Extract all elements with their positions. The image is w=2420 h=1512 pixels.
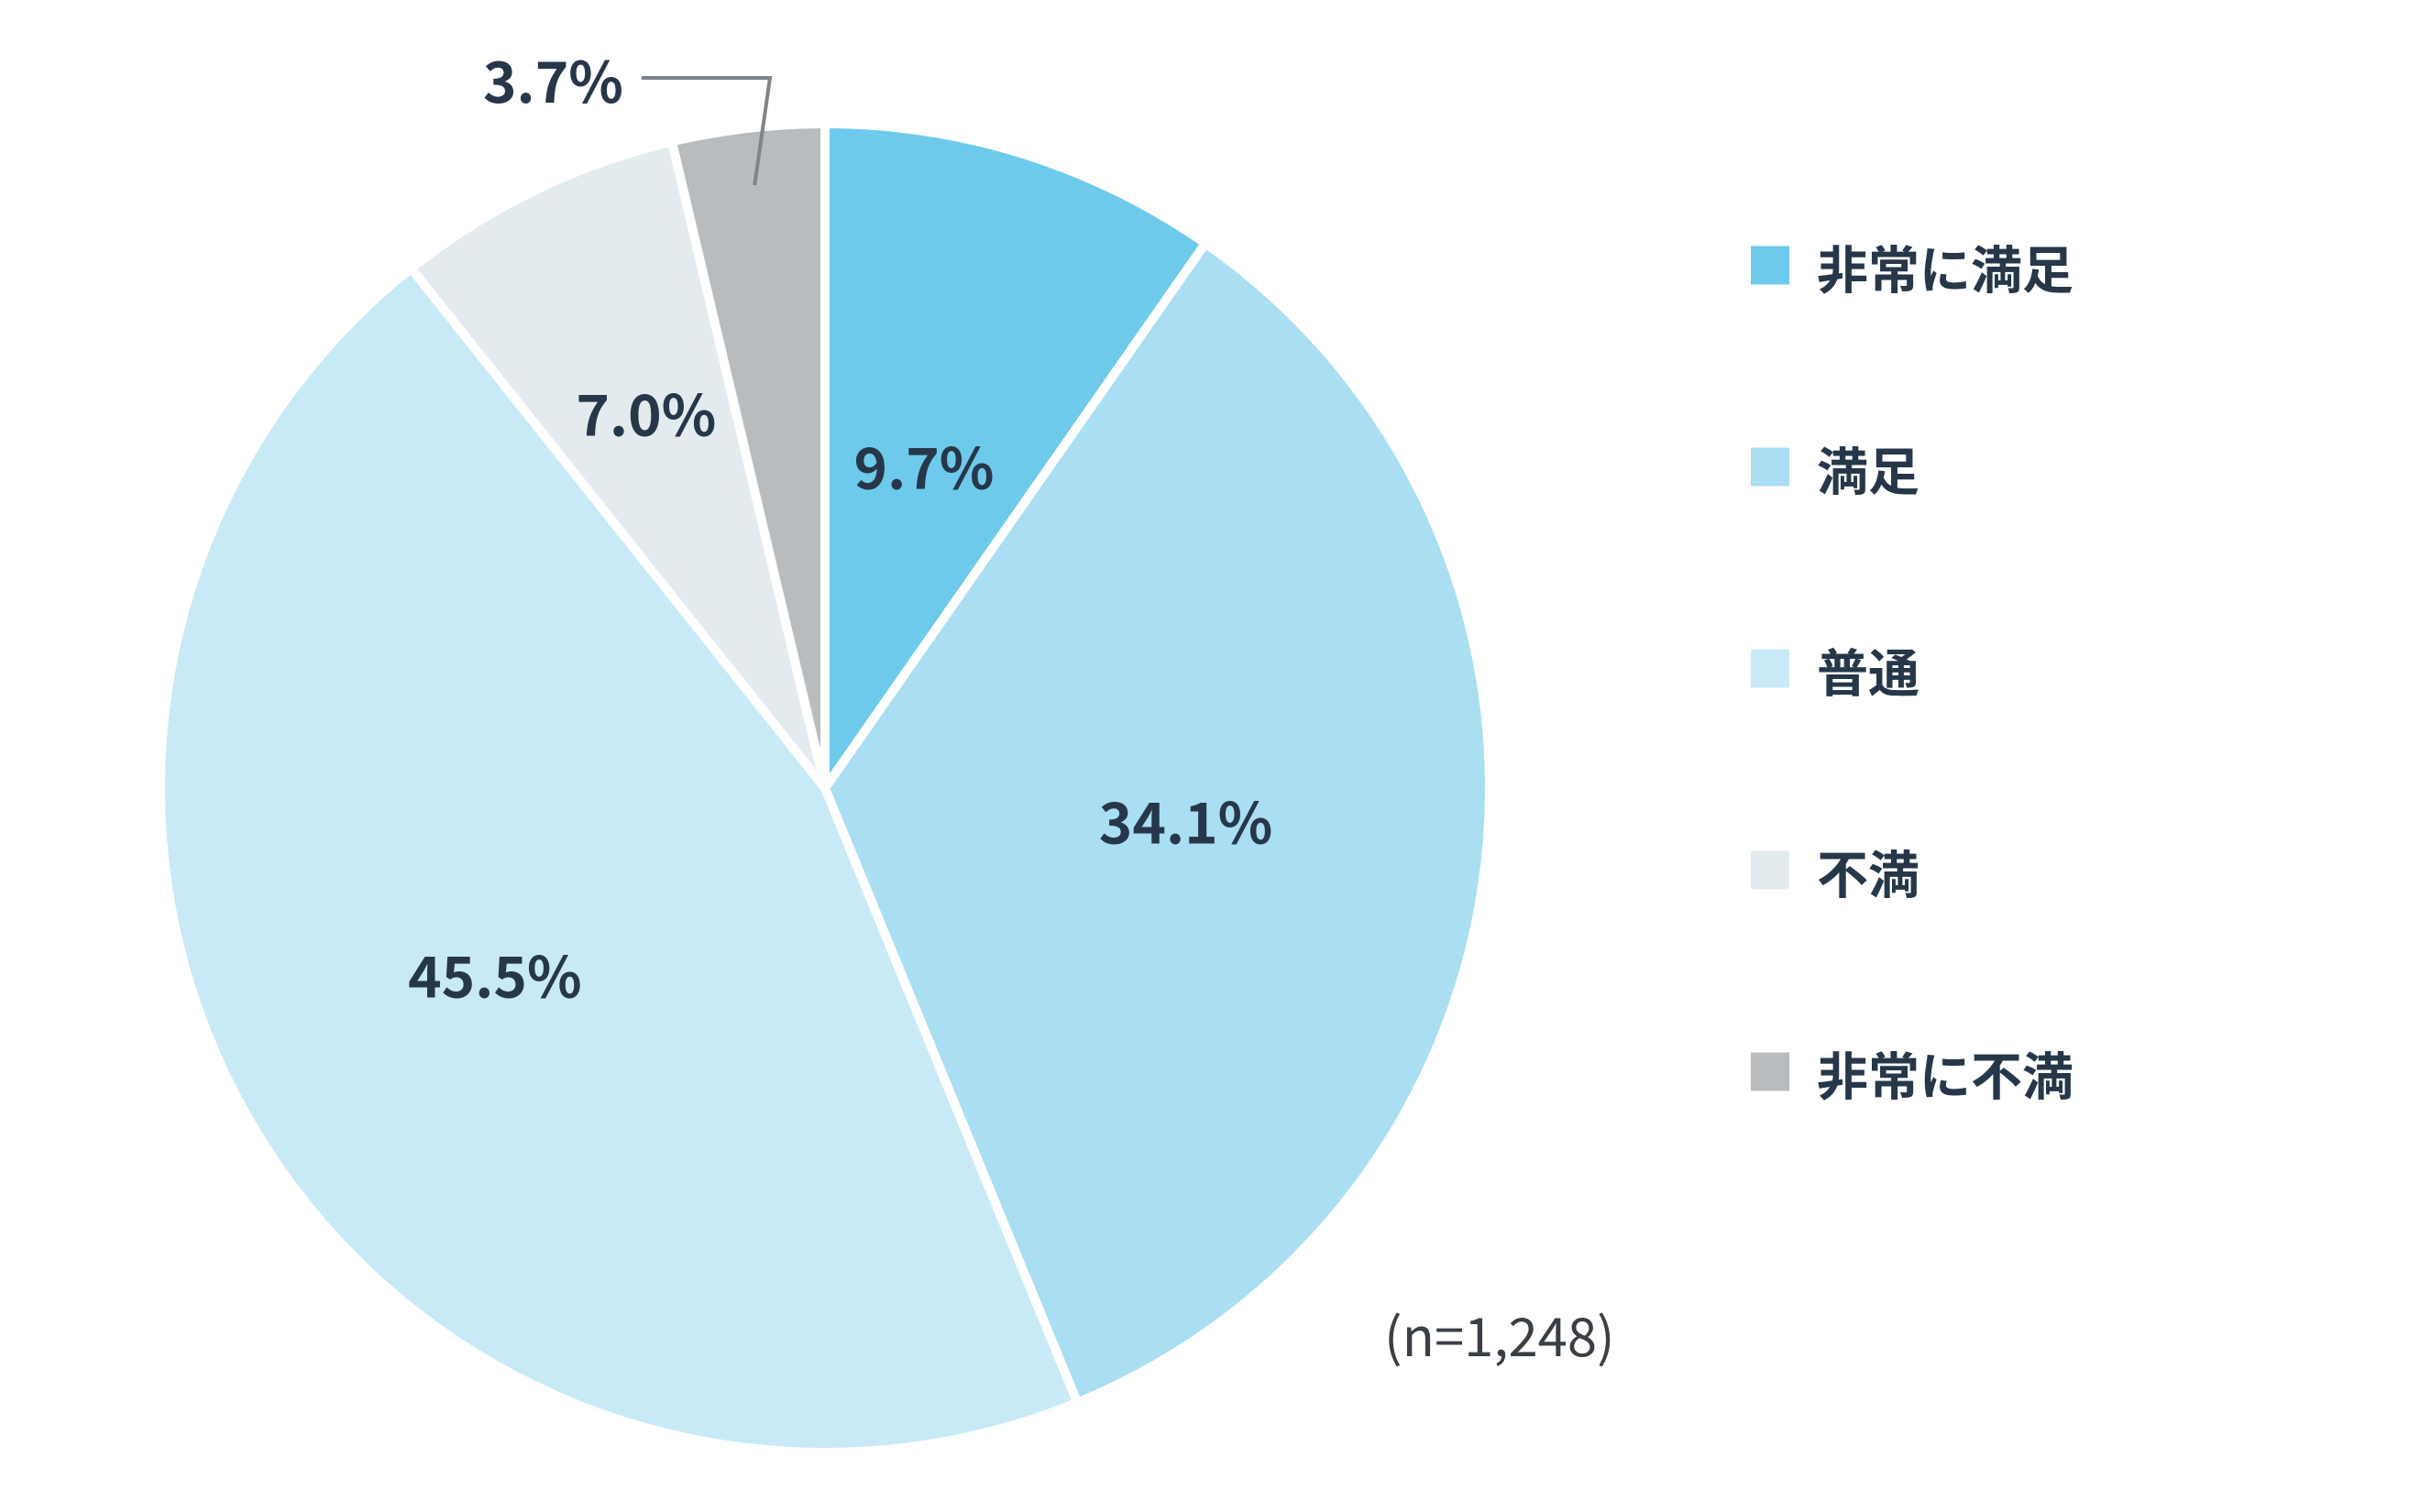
legend-swatch [1751,1053,1789,1091]
legend-swatch [1751,247,1789,285]
legend-label: 非常に不満 [1817,1036,2074,1111]
legend-label: 満足 [1817,432,1920,506]
satisfaction-pie-chart: 9.7% 34.1% 45.5% 7.0% 3.7% (n=1,248) 非常に満足満… [0,0,2420,1512]
legend-label: 非常に満足 [1817,230,2074,304]
slice-label-very_satisfied: 9.7% [853,422,994,505]
legend-label: 普通 [1817,633,1920,707]
legend-swatch [1751,650,1789,688]
legend-label: 不満 [1817,835,1920,909]
slice-label-satisfied: 34.1% [1099,777,1273,860]
slice-label-neutral: 45.5% [408,931,582,1013]
sample-size-label: (n=1,248) [1384,1295,1615,1372]
slice-label-dissatisfied: 7.0% [576,369,716,452]
callout-value: 3.7% [483,37,623,119]
legend-swatch [1751,448,1789,487]
legend-swatch [1751,851,1789,890]
